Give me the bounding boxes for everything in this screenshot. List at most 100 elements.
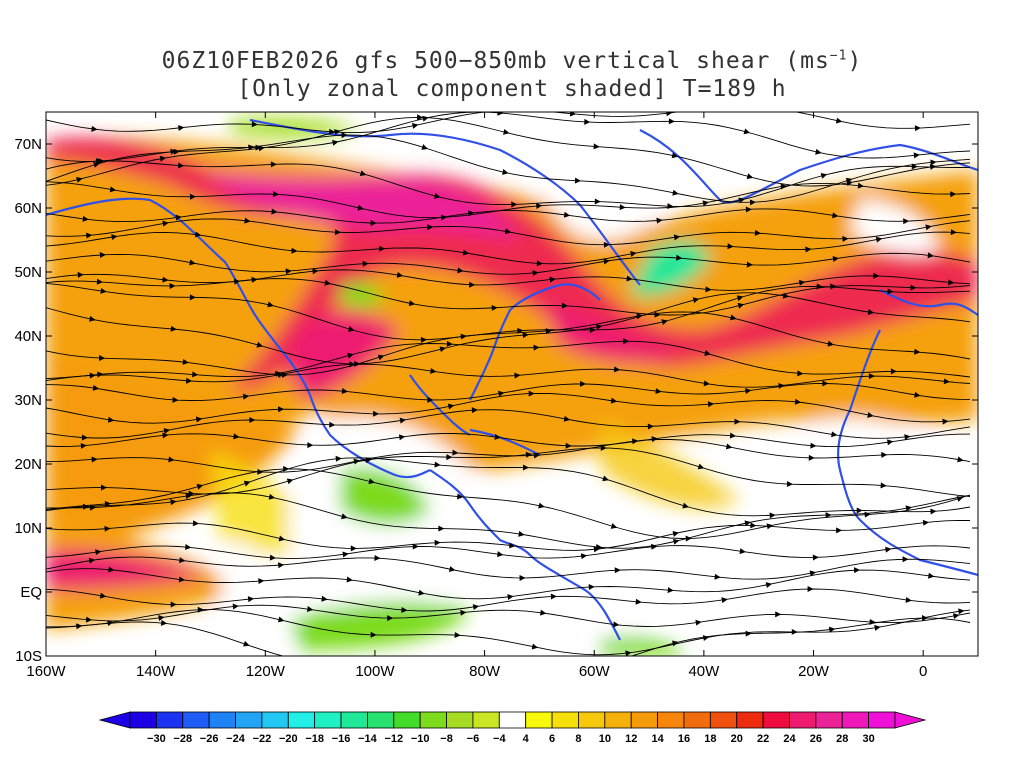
streamline-arrow (111, 234, 118, 241)
streamline-arrow (242, 393, 250, 400)
colorbar-box (314, 711, 342, 729)
streamline-arrow (196, 483, 204, 490)
colorbar-box (578, 711, 606, 729)
streamline (46, 311, 971, 376)
streamline-arrow (249, 416, 256, 423)
streamline-arrow (100, 484, 107, 491)
streamline-arrow (350, 545, 357, 552)
streamline-arrow (362, 260, 369, 267)
colorbar-box (762, 711, 790, 729)
streamline-arrow (887, 288, 894, 295)
streamline-arrow (251, 276, 258, 283)
streamline (46, 519, 971, 551)
streamline-arrow (195, 416, 203, 423)
streamline-arrow (462, 249, 470, 256)
streamline-arrow (468, 210, 475, 217)
streamline-arrow (460, 609, 467, 616)
streamline-arrow (734, 418, 741, 425)
streamline-arrow (494, 433, 501, 440)
streamline-arrow (595, 324, 603, 331)
streamline-arrow (832, 256, 839, 262)
streamline-arrow (454, 632, 461, 639)
colorbar-label: −22 (253, 733, 272, 745)
streamline-arrow (588, 583, 595, 590)
streamline-arrow (519, 574, 526, 581)
streamline-arrow (705, 286, 712, 293)
streamline-arrow (342, 551, 349, 558)
streamline-arrow (427, 224, 434, 231)
lat-label: 60N (14, 200, 42, 217)
streamline-arrow (921, 614, 928, 621)
streamline-arrow (603, 258, 610, 265)
streamline-arrow (108, 566, 115, 573)
streamline-arrow (807, 586, 814, 592)
streamline-arrow (745, 630, 752, 637)
streamline-arrow (498, 390, 505, 397)
streamline-arrow (736, 295, 744, 302)
streamline-arrow (874, 624, 881, 631)
lat-label: 10S (15, 648, 42, 665)
streamline-arrow (335, 229, 342, 236)
streamline-arrow (685, 535, 692, 542)
streamline-arrow (89, 372, 96, 379)
streamline-arrow (782, 292, 790, 299)
streamline-arrow (170, 499, 177, 506)
streamline-arrow (769, 512, 776, 519)
streamline-arrow (365, 457, 372, 464)
streamline-arrow (561, 302, 568, 309)
streamline-arrow (312, 268, 319, 275)
streamline-arrow (651, 436, 658, 443)
streamline (46, 363, 971, 388)
streamline-arrow (373, 410, 380, 417)
streamline-arrow (545, 328, 552, 335)
streamline-arrow (197, 606, 204, 613)
streamline-arrow (668, 118, 675, 125)
streamline-arrow (104, 500, 111, 507)
streamline-arrow (81, 434, 88, 441)
streamline-arrow (867, 308, 875, 315)
streamline-arrow (775, 611, 782, 618)
streamline-arrow (744, 520, 751, 527)
streamline-arrow (746, 261, 753, 268)
streamline (46, 160, 971, 208)
streamline-arrow (335, 455, 342, 462)
streamline-arrow (930, 159, 937, 166)
streamline-arrow (704, 350, 711, 356)
streamline-arrow (942, 418, 949, 425)
streamline-arrow (92, 384, 100, 391)
streamline-arrow (457, 493, 464, 500)
streamline-arrow (593, 143, 600, 150)
streamline-arrow (536, 260, 543, 267)
streamline-arrow (257, 468, 264, 475)
colorbar-box (393, 711, 421, 729)
streamline-arrow (160, 619, 168, 626)
colorbar-label: −4 (493, 733, 506, 745)
colorbar-box (551, 711, 579, 729)
streamline-arrow (927, 252, 934, 259)
colorbar-box (841, 711, 870, 729)
streamline-arrow (370, 220, 377, 227)
colorbar-box (657, 711, 685, 729)
streamline-arrow (831, 431, 838, 438)
colorbar-box (446, 711, 474, 729)
map-plot-area (46, 112, 978, 656)
streamline-arrow (809, 570, 817, 577)
streamline-arrow (97, 371, 104, 378)
colorbar-label: 30 (862, 733, 874, 745)
colorbar-label: 14 (651, 733, 664, 745)
longitude-axis: 160W 140W 120W 100W 80W 60W 40W 20W 0 (26, 112, 927, 680)
streamline-arrow (913, 152, 920, 159)
streamline-arrow (538, 502, 545, 509)
streamline-arrow (189, 294, 196, 301)
colorbar-box (419, 711, 447, 729)
streamline-arrow (80, 442, 87, 449)
streamline-arrow (162, 220, 169, 227)
streamline-arrow (533, 344, 540, 351)
streamline-arrow (721, 597, 728, 604)
streamline (46, 383, 971, 401)
streamline-arrow (854, 567, 861, 574)
streamline-arrow (584, 118, 591, 125)
streamline-arrow (438, 525, 445, 532)
streamline-arrow (76, 623, 83, 630)
